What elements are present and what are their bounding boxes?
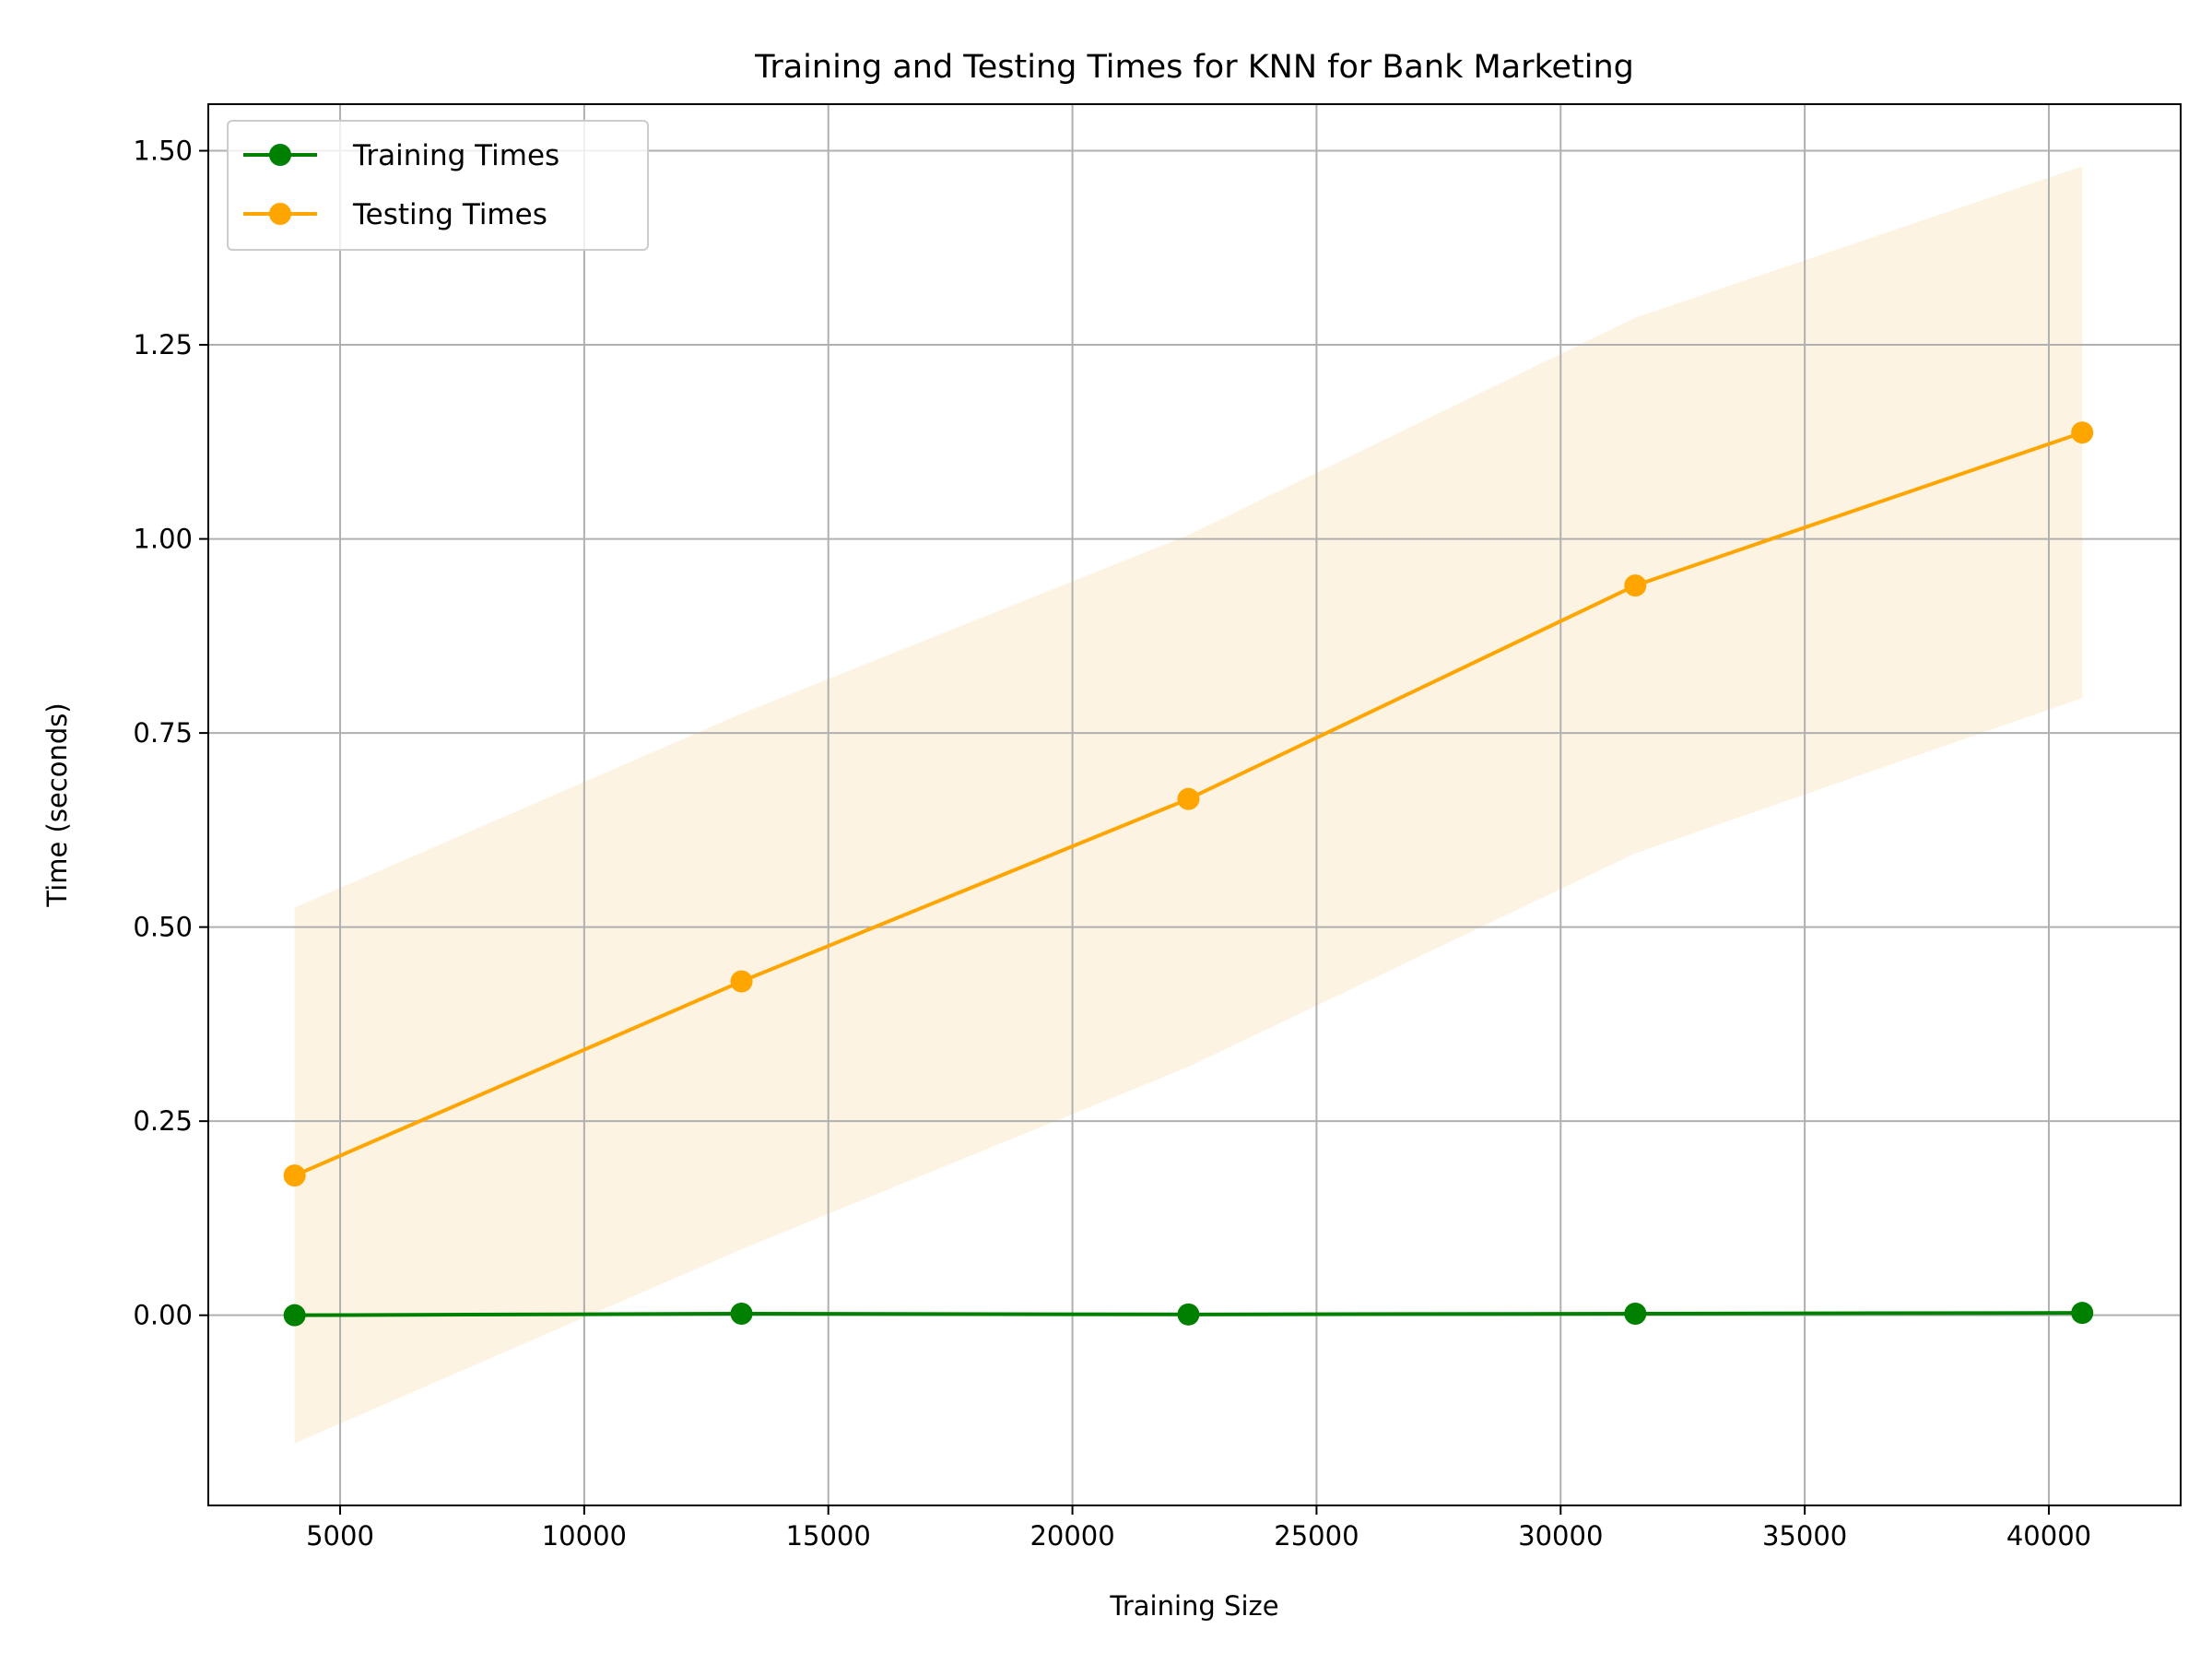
x-tick-label: 35000 — [1762, 1520, 1847, 1552]
data-point — [1177, 787, 1200, 810]
data-point — [730, 970, 753, 993]
y-axis-label: Time (seconds) — [41, 702, 73, 907]
y-tick-label: 1.50 — [133, 136, 193, 167]
x-tick-label: 15000 — [786, 1520, 871, 1552]
data-point — [1624, 1303, 1647, 1325]
data-point — [2071, 1302, 2094, 1325]
x-tick-label: 10000 — [542, 1520, 627, 1552]
legend-label: Training Times — [352, 139, 559, 172]
data-point — [1177, 1303, 1200, 1326]
legend-marker — [269, 203, 291, 225]
legend-label: Testing Times — [352, 198, 547, 231]
x-tick-label: 40000 — [2006, 1520, 2091, 1552]
y-tick-label: 0.00 — [133, 1300, 193, 1331]
data-point — [2071, 421, 2094, 444]
x-tick-label: 25000 — [1274, 1520, 1359, 1552]
data-point — [283, 1164, 306, 1187]
x-tick-label: 20000 — [1030, 1520, 1114, 1552]
y-tick-label: 1.25 — [133, 329, 193, 360]
y-tick-label: 0.25 — [133, 1105, 193, 1137]
legend-marker — [269, 144, 291, 166]
data-point — [283, 1304, 306, 1327]
data-point — [1624, 574, 1647, 597]
x-tick-label: 30000 — [1518, 1520, 1603, 1552]
legend-box — [227, 120, 649, 251]
y-tick-label: 0.50 — [133, 912, 193, 943]
plot-frame — [207, 103, 2182, 1506]
x-tick-label: 5000 — [306, 1520, 374, 1552]
data-point — [730, 1303, 753, 1325]
legend: Training Times Testing Times — [227, 120, 649, 251]
x-axis-label: Training Size — [1109, 1590, 1278, 1622]
chart-title: Training and Testing Times for KNN for B… — [754, 49, 1634, 86]
y-tick-label: 1.00 — [133, 524, 193, 555]
y-tick-label: 0.75 — [133, 717, 193, 749]
